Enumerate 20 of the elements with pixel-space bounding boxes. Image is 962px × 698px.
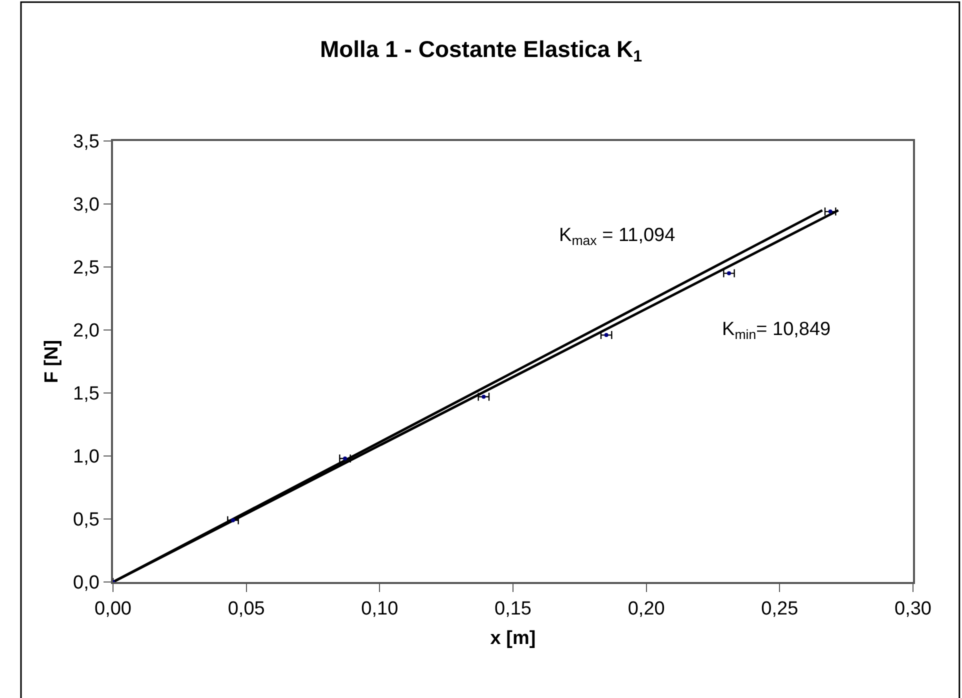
annotation: K$_{max}$ = 11,094 [559, 225, 676, 248]
y-tick-label: 2,5 [73, 258, 100, 279]
x-tick-label: 0,00 [94, 598, 132, 620]
y-tick-label: 1,5 [73, 384, 100, 405]
x-axis-title: x [m] [490, 628, 536, 649]
x-tick-label: 0,15 [494, 598, 532, 620]
annotation: K$_{min}$= 10,849 [722, 319, 831, 342]
y-tick-label: 0,5 [73, 510, 100, 531]
x-tick-label: 0,10 [361, 598, 398, 620]
y-tick-label: 3,5 [73, 132, 100, 153]
y-tick-label: 3,0 [73, 194, 100, 216]
x-tick-label: 0,20 [628, 598, 665, 620]
y-tick-label: 0,0 [73, 572, 100, 594]
y-tick-label: 2,0 [73, 320, 100, 342]
y-axis-title: F [N] [41, 340, 62, 384]
x-tick-label: 0,25 [761, 598, 798, 620]
chart-title: Molla 1 - Costante Elastica K$_{1}$ [320, 36, 642, 66]
x-tick-label: 0,05 [228, 598, 265, 620]
y-tick-label: 1,0 [73, 446, 100, 468]
x-tick-label: 0,30 [894, 598, 932, 620]
